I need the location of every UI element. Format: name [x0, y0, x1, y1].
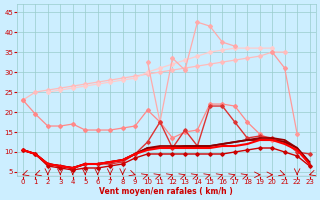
- X-axis label: Vent moyen/en rafales ( km/h ): Vent moyen/en rafales ( km/h ): [100, 187, 233, 196]
